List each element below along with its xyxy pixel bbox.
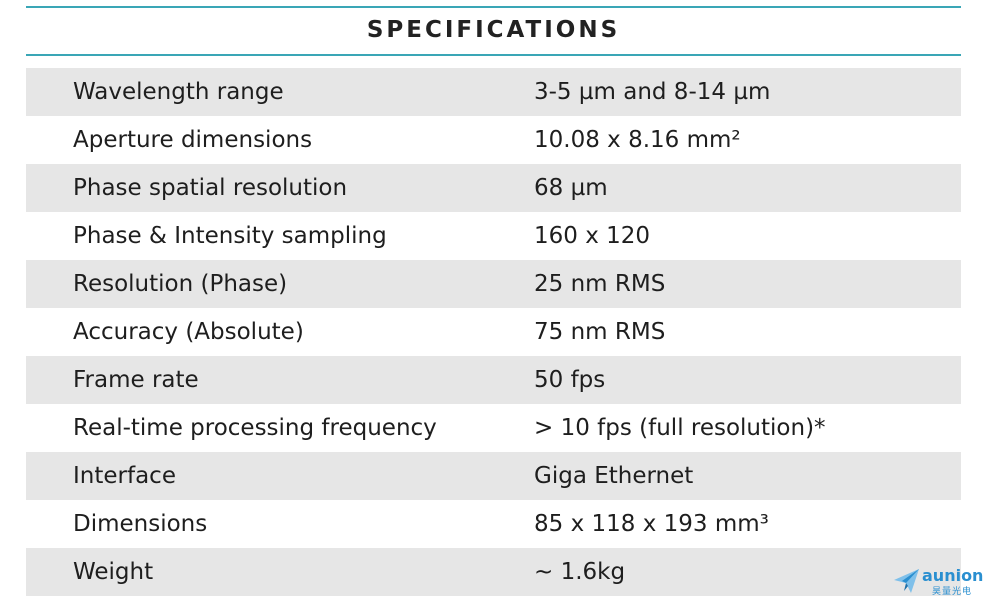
spec-label: Weight: [73, 559, 154, 585]
spec-label: Interface: [73, 463, 176, 489]
spec-label: Accuracy (Absolute): [73, 319, 304, 345]
spec-value: ~ 1.6kg: [534, 559, 626, 585]
spec-row-phase-spatial-resolution: Phase spatial resolution 68 µm: [26, 164, 961, 212]
spec-row-dimensions: Dimensions 85 x 118 x 193 mm³: [26, 500, 961, 548]
spec-label: Frame rate: [73, 367, 199, 393]
spec-value: 50 fps: [534, 367, 606, 393]
spec-row-interface: Interface Giga Ethernet: [26, 452, 961, 500]
aunion-watermark-logo: aunion 昊量光电: [892, 566, 992, 598]
spec-row-resolution-phase: Resolution (Phase) 25 nm RMS: [26, 260, 961, 308]
specifications-table: Wavelength range 3-5 µm and 8-14 µm Aper…: [26, 68, 961, 596]
spec-value: 25 nm RMS: [534, 271, 666, 297]
spec-row-aperture-dimensions: Aperture dimensions 10.08 x 8.16 mm²: [26, 116, 961, 164]
spec-value: 160 x 120: [534, 223, 651, 249]
paper-plane-icon: [894, 569, 919, 593]
bottom-divider: [26, 54, 961, 56]
page-title: SPECIFICATIONS: [366, 17, 621, 43]
spec-label: Dimensions: [73, 511, 208, 537]
spec-value: 68 µm: [534, 175, 608, 201]
spec-value: > 10 fps (full resolution)*: [534, 415, 826, 441]
spec-row-weight: Weight ~ 1.6kg: [26, 548, 961, 596]
spec-row-accuracy-absolute: Accuracy (Absolute) 75 nm RMS: [26, 308, 961, 356]
watermark-brand: aunion: [922, 566, 984, 585]
spec-row-processing-frequency: Real-time processing frequency > 10 fps …: [26, 404, 961, 452]
spec-row-frame-rate: Frame rate 50 fps: [26, 356, 961, 404]
top-divider: [26, 6, 961, 8]
spec-value: 3-5 µm and 8-14 µm: [534, 79, 771, 105]
spec-value: Giga Ethernet: [534, 463, 694, 489]
spec-label: Phase & Intensity sampling: [73, 223, 387, 249]
spec-row-wavelength-range: Wavelength range 3-5 µm and 8-14 µm: [26, 68, 961, 116]
watermark-subtitle: 昊量光电: [932, 587, 973, 597]
spec-label: Resolution (Phase): [73, 271, 288, 297]
spec-value: 85 x 118 x 193 mm³: [534, 511, 769, 537]
spec-label: Wavelength range: [73, 79, 284, 105]
spec-value: 10.08 x 8.16 mm²: [534, 127, 741, 153]
spec-value: 75 nm RMS: [534, 319, 666, 345]
spec-row-phase-intensity-sampling: Phase & Intensity sampling 160 x 120: [26, 212, 961, 260]
spec-label: Phase spatial resolution: [73, 175, 348, 201]
spec-label: Real-time processing frequency: [73, 415, 437, 441]
spec-label: Aperture dimensions: [73, 127, 313, 153]
